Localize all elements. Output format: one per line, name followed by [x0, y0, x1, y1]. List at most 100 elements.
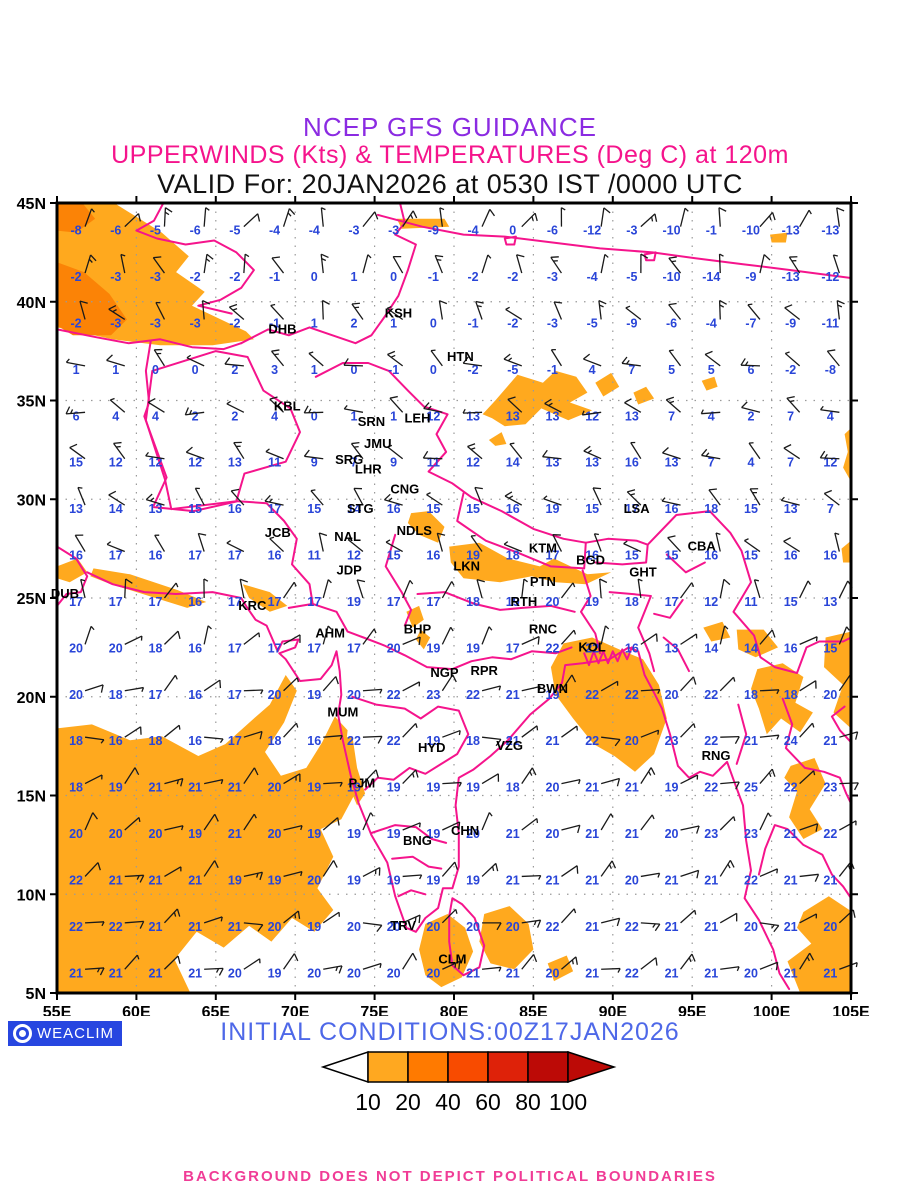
wind-barb-shaft: [124, 954, 138, 970]
temp-value: 19: [585, 595, 599, 609]
wind-barb-feather: [176, 908, 181, 917]
boundary-main-coastline: [86, 571, 791, 990]
wind-barb-feather: [583, 353, 591, 360]
wind-barb-half-feather: [630, 493, 636, 496]
wind-barb-shaft: [783, 540, 801, 553]
temp-value: 20: [466, 827, 480, 841]
wind-barb-shaft: [786, 397, 801, 413]
wind-barb-half-feather: [205, 258, 211, 263]
wind-barb-half-feather: [145, 451, 149, 457]
wind-barb-feather: [288, 208, 296, 215]
wind-barb-feather: [387, 350, 396, 356]
wind-barb-feather: [462, 356, 469, 364]
temp-value: 15: [307, 502, 321, 516]
wind-barb-half-feather: [385, 539, 391, 543]
wind-barb-shaft: [621, 362, 641, 367]
wind-barb-shaft: [323, 781, 343, 785]
wind-barb-half-feather: [287, 212, 292, 217]
temp-value: 18: [704, 502, 718, 516]
temp-value: 22: [625, 966, 639, 980]
temp-value: 21: [506, 688, 520, 702]
temp-value: 15: [69, 456, 83, 470]
wind-barb-half-feather: [354, 445, 359, 448]
wind-barb-shaft: [544, 402, 562, 413]
temp-value: 17: [546, 549, 560, 563]
wind-barb-shaft: [661, 500, 681, 506]
temp-value: 3: [271, 363, 278, 377]
wind-barb-shaft: [474, 487, 483, 506]
temp-value: 24: [784, 734, 798, 748]
temp-value: -5: [587, 316, 598, 330]
wind-barb-half-feather: [604, 253, 609, 258]
temp-value: 21: [585, 781, 599, 795]
wind-barb-shaft: [701, 411, 721, 415]
wind-barb-feather: [418, 636, 421, 646]
temp-value: 16: [307, 734, 321, 748]
temp-value: 15: [665, 549, 679, 563]
wind-barb-shaft: [481, 626, 490, 645]
temp-value: 4: [589, 363, 596, 377]
wind-barb-shaft: [521, 212, 536, 228]
wind-barb-shaft: [402, 722, 417, 738]
temp-value: 0: [430, 363, 437, 377]
temp-value: -12: [583, 224, 601, 238]
wind-barb-shaft: [680, 676, 694, 692]
wind-barb-shaft: [640, 872, 660, 878]
wind-barb-half-feather: [573, 908, 577, 914]
wind-barb-half-feather: [507, 357, 513, 362]
temp-value: 20: [466, 920, 480, 934]
wind-barb-feather: [740, 358, 746, 366]
wind-barb-shaft: [668, 257, 682, 274]
wind-barb-feather: [125, 578, 133, 584]
axis-label-lon: 55E: [43, 1004, 72, 1016]
wind-barb-half-feather: [110, 397, 115, 401]
wind-barb-shaft: [442, 729, 461, 738]
wind-barb-half-feather: [203, 578, 209, 582]
wind-barb-feather: [412, 210, 418, 219]
wind-barb-half-feather: [458, 782, 462, 787]
wind-barb-shaft: [164, 866, 182, 877]
wind-barb-feather: [577, 825, 581, 834]
wind-barb-half-feather: [90, 625, 95, 631]
wind-barb-feather: [147, 398, 156, 403]
temp-value: 15: [744, 549, 758, 563]
temp-value: 19: [665, 781, 679, 795]
wind-barb-shaft: [84, 862, 99, 877]
wind-barb-half-feather: [813, 770, 816, 776]
wind-barb-shaft: [481, 812, 490, 831]
wind-barb-feather: [576, 865, 579, 874]
shaded-region-konkan-strip: [341, 736, 366, 806]
wind-barb-shaft: [164, 825, 184, 831]
wind-stations-layer: -8 -6 -5 -6 -5 -4 -4 -3 -3 -9 -4 0 -6 -12 -3 -10 -1 -10 -1…: [65, 207, 859, 980]
wind-barb-half-feather: [733, 816, 736, 822]
temp-value: 2: [192, 409, 199, 423]
wind-barb-shaft: [668, 350, 682, 367]
temp-value: 22: [347, 734, 361, 748]
boundary-india-south-2: [391, 855, 443, 870]
temp-value: -6: [547, 224, 558, 238]
temp-value: -10: [742, 224, 760, 238]
wind-barb-feather: [218, 968, 224, 976]
wind-barb-shaft: [230, 490, 245, 506]
temp-value: 19: [387, 873, 401, 887]
city-label-CNG: CNG: [390, 481, 419, 496]
wind-barb-feather: [668, 302, 677, 306]
wind-barb-shaft: [203, 679, 221, 692]
temp-value: 19: [347, 595, 361, 609]
wind-barb-shaft: [799, 209, 810, 227]
wind-barb-shaft: [124, 635, 143, 645]
temp-value: 17: [426, 595, 440, 609]
wind-barb-feather: [271, 349, 280, 352]
wind-barb-shaft: [442, 821, 460, 831]
temp-value: 21: [665, 920, 679, 934]
temp-value: 13: [69, 502, 83, 516]
temp-value: 22: [546, 641, 560, 655]
wind-barb-half-feather: [700, 409, 704, 414]
wind-barb-half-feather: [625, 359, 630, 365]
temp-value: 20: [506, 920, 520, 934]
wind-barb-half-feather: [427, 405, 432, 410]
wind-barb-feather: [784, 304, 793, 309]
city-label-TRV: TRV: [390, 918, 416, 933]
wind-barb-shaft: [640, 213, 656, 228]
wind-barb-half-feather: [771, 924, 775, 929]
